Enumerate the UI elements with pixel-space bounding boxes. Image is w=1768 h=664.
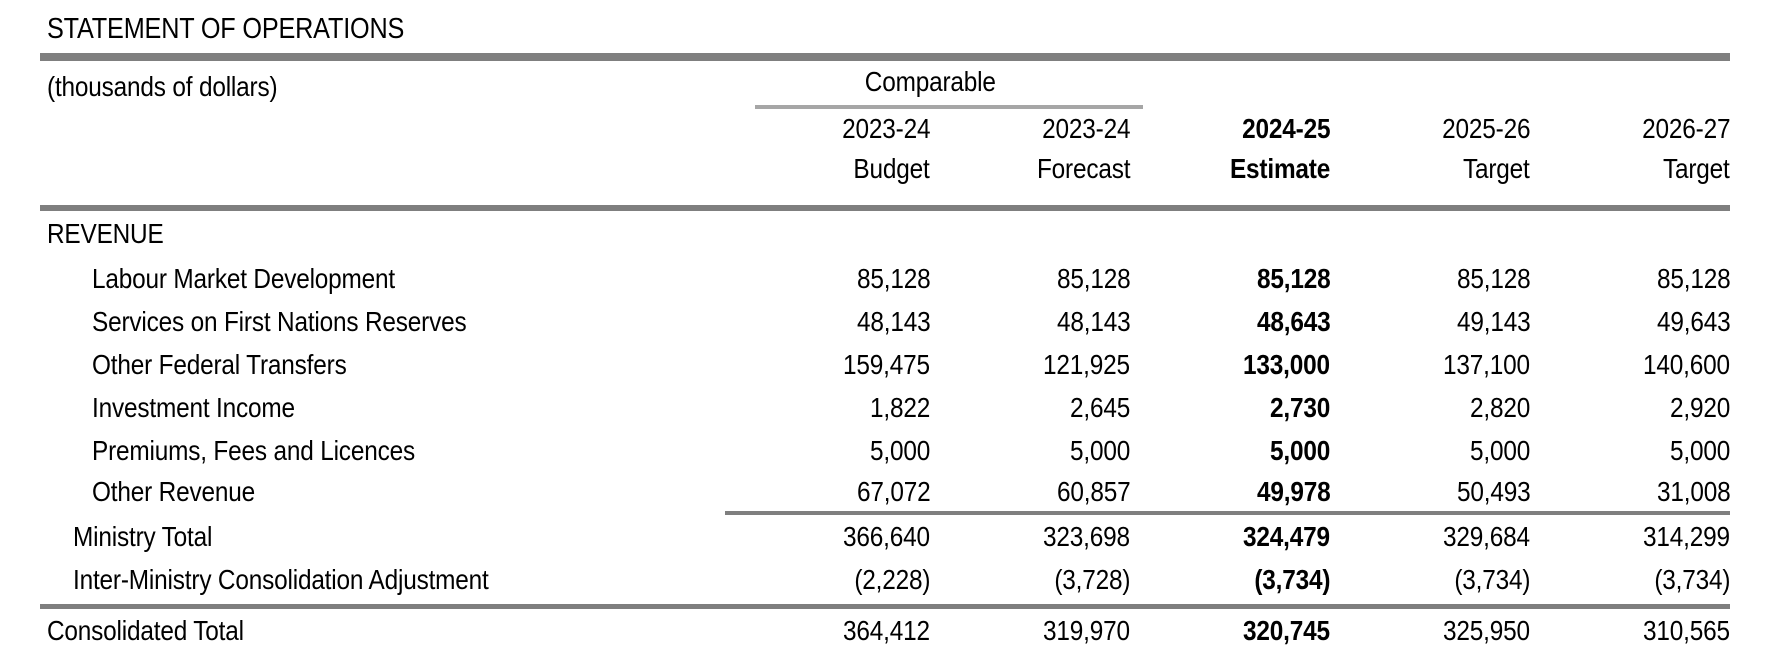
cell: 5,000 xyxy=(1069,434,1130,466)
column-type: Budget xyxy=(853,153,930,184)
cell: 31,008 xyxy=(1656,475,1731,507)
cell: (2,228) xyxy=(854,563,930,595)
cell: 85,128 xyxy=(1056,262,1131,294)
comparable-underline xyxy=(755,105,1143,109)
cell: (3,734) xyxy=(1454,563,1530,595)
cell: 324,479 xyxy=(1243,520,1330,552)
row-label: Inter-Ministry Consolidation Adjustment xyxy=(73,563,489,595)
comparable-group: Comparable xyxy=(730,66,1143,109)
column-type: Forecast xyxy=(1036,153,1131,184)
cell: 50,493 xyxy=(1456,475,1531,507)
row-label: Labour Market Development xyxy=(92,262,396,294)
cell: 366,640 xyxy=(843,520,930,552)
cell: 85,128 xyxy=(1456,262,1531,294)
column-year: 2025-26 xyxy=(1441,113,1530,144)
row-label: Investment Income xyxy=(92,391,295,423)
consolidated-total-rule xyxy=(40,604,1730,609)
table-row: Investment Income 1,822 2,645 2,730 2,82… xyxy=(40,386,1730,429)
row-label: Ministry Total xyxy=(73,520,213,552)
row-label: Premiums, Fees and Licences xyxy=(92,434,415,466)
column-type-row: Budget Forecast Estimate Target Target xyxy=(40,149,1730,189)
header-rule xyxy=(40,205,1730,211)
cell: 2,645 xyxy=(1069,391,1130,423)
column-year: 2023-24 xyxy=(841,113,930,144)
cell: 60,857 xyxy=(1056,475,1131,507)
table-row: Services on First Nations Reserves 48,14… xyxy=(40,300,1730,343)
cell: (3,734) xyxy=(1654,563,1730,595)
cell: 159,475 xyxy=(843,348,930,380)
column-year: 2026-27 xyxy=(1641,113,1730,144)
cell: 48,643 xyxy=(1256,305,1331,337)
cell: 140,600 xyxy=(1643,348,1730,380)
cell: 329,684 xyxy=(1443,520,1530,552)
table-row: Other Federal Transfers 159,475 121,925 … xyxy=(40,343,1730,386)
cell: 320,745 xyxy=(1243,614,1330,646)
column-year: 2023-24 xyxy=(1041,113,1130,144)
cell: 319,970 xyxy=(1043,614,1130,646)
cell: 5,000 xyxy=(1669,434,1730,466)
cell: 2,920 xyxy=(1669,391,1730,423)
table-row-consolidation-adjustment: Inter-Ministry Consolidation Adjustment … xyxy=(40,558,1730,601)
cell: 121,925 xyxy=(1043,348,1130,380)
cell: 48,143 xyxy=(856,305,931,337)
cell: 85,128 xyxy=(1256,262,1331,294)
column-type: Estimate xyxy=(1229,153,1330,184)
subtotal-rule xyxy=(40,511,1730,515)
cell: 67,072 xyxy=(856,475,931,507)
cell: 2,730 xyxy=(1269,391,1330,423)
row-label: Other Federal Transfers xyxy=(92,348,347,380)
cell: 5,000 xyxy=(869,434,930,466)
title-rule xyxy=(40,53,1730,61)
cell: 325,950 xyxy=(1443,614,1530,646)
column-year-row: 2023-24 2023-24 2024-25 2025-26 2026-27 xyxy=(40,109,1730,149)
cell: 133,000 xyxy=(1243,348,1330,380)
cell: 49,978 xyxy=(1256,475,1331,507)
row-label: Other Revenue xyxy=(92,475,255,507)
table-row-consolidated-total: Consolidated Total 364,412 319,970 320,7… xyxy=(40,609,1730,652)
units-note: (thousands of dollars) xyxy=(47,71,278,102)
section-header-revenue: REVENUE xyxy=(47,218,164,249)
cell: 314,299 xyxy=(1643,520,1730,552)
comparable-group-header: Comparable xyxy=(864,66,996,97)
row-label: Consolidated Total xyxy=(47,614,244,646)
row-label: Services on First Nations Reserves xyxy=(92,305,467,337)
cell: 137,100 xyxy=(1443,348,1530,380)
table-row-ministry-total: Ministry Total 366,640 323,698 324,479 3… xyxy=(40,515,1730,558)
cell: 85,128 xyxy=(1656,262,1731,294)
table-row: Premiums, Fees and Licences 5,000 5,000 … xyxy=(40,429,1730,472)
page-title: STATEMENT OF OPERATIONS xyxy=(47,13,405,45)
column-year: 2024-25 xyxy=(1241,113,1330,144)
cell: 323,698 xyxy=(1043,520,1130,552)
table-row: Labour Market Development 85,128 85,128 … xyxy=(40,257,1730,300)
cell: 85,128 xyxy=(856,262,931,294)
cell: 5,000 xyxy=(1269,434,1330,466)
column-type: Target xyxy=(1463,153,1530,184)
cell: (3,734) xyxy=(1254,563,1330,595)
cell: 1,822 xyxy=(869,391,930,423)
cell: 49,643 xyxy=(1656,305,1731,337)
cell: (3,728) xyxy=(1054,563,1130,595)
cell: 2,820 xyxy=(1469,391,1530,423)
cell: 310,565 xyxy=(1643,614,1730,646)
column-type: Target xyxy=(1663,153,1730,184)
table-header-group-row: (thousands of dollars) Comparable xyxy=(40,66,1730,109)
cell: 364,412 xyxy=(843,614,930,646)
table-row: Other Revenue 67,072 60,857 49,978 50,49… xyxy=(40,472,1730,511)
cell: 49,143 xyxy=(1456,305,1531,337)
cell: 5,000 xyxy=(1469,434,1530,466)
cell: 48,143 xyxy=(1056,305,1131,337)
